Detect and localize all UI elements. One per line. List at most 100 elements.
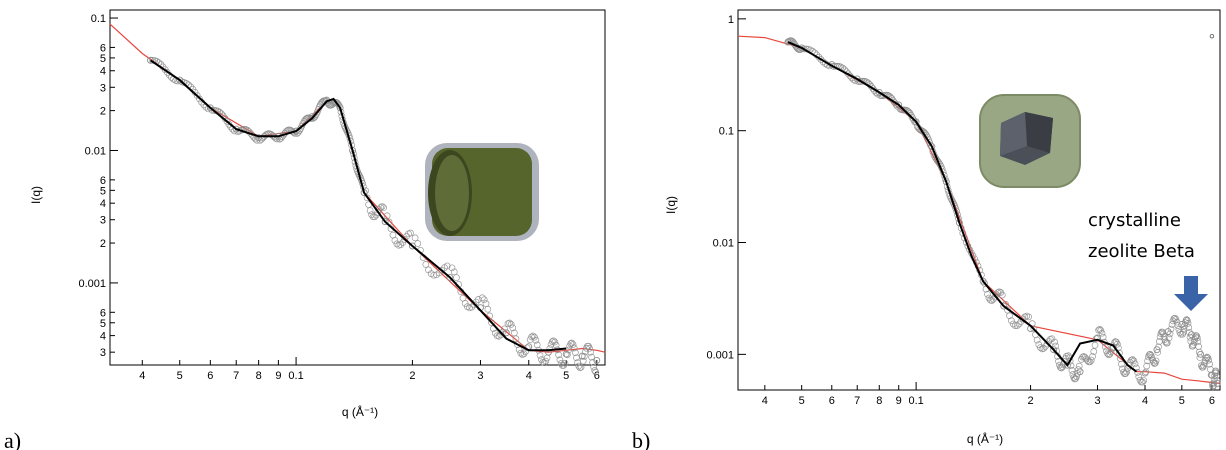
fit-curve [787, 41, 1138, 373]
data-point [1066, 357, 1074, 365]
data-point [1171, 314, 1179, 322]
data-point [422, 261, 430, 268]
data-point [546, 345, 554, 352]
data-point [1188, 331, 1195, 339]
data-point [1143, 362, 1151, 370]
x-tick-label: 5 [799, 395, 805, 407]
x-tick-label: 0.1 [908, 395, 923, 407]
cylinder-illustration [425, 143, 539, 241]
data-point [495, 332, 503, 340]
data-point [443, 262, 451, 270]
data-point [1104, 350, 1111, 358]
data-point [561, 359, 569, 367]
data-point [1196, 354, 1204, 361]
y-tick-label: 3 [100, 347, 106, 359]
data-point [1011, 322, 1019, 329]
data-point [1107, 348, 1115, 356]
y-tick-label: 5 [100, 185, 106, 197]
x-tick-label: 9 [896, 395, 902, 407]
data-point [1141, 369, 1149, 377]
data-point [1113, 340, 1121, 348]
x-tick-label: 8 [256, 370, 262, 382]
data-point [1205, 356, 1213, 364]
data-point [1098, 329, 1106, 337]
y-tick-label: 5 [100, 53, 106, 65]
data-point [572, 349, 579, 357]
data-point [1172, 316, 1180, 323]
data-point [800, 45, 808, 53]
data-point [1015, 320, 1023, 328]
data-point [1186, 328, 1193, 336]
data-point [383, 212, 391, 220]
y-tick-label: 4 [100, 66, 106, 78]
data-point [1126, 358, 1134, 366]
data-point [1086, 358, 1094, 366]
data-point [1076, 368, 1084, 376]
data-point [1070, 374, 1078, 381]
data-point [926, 139, 933, 146]
data-point [927, 142, 935, 149]
data-point [1134, 369, 1141, 376]
data-point [1213, 377, 1221, 384]
ylabel-b: I(q) [664, 196, 678, 214]
arrow-down-icon [1174, 276, 1208, 311]
data-point [1051, 338, 1058, 346]
x-tick-label: 6 [207, 370, 213, 382]
data-point [506, 319, 513, 327]
data-point [1185, 324, 1193, 331]
data-point [1074, 366, 1082, 374]
y-tick-label: 2 [100, 106, 106, 118]
data-point [1212, 369, 1220, 377]
x-tick-label: 2 [409, 370, 415, 382]
data-point [1091, 341, 1099, 349]
data-point [501, 325, 508, 333]
data-point [377, 203, 384, 211]
y-tick-label: 0.001 [78, 278, 106, 290]
data-point [1090, 348, 1098, 355]
data-point [1037, 344, 1044, 351]
data-point [1008, 317, 1015, 324]
y-tick-label: 0.01 [85, 145, 106, 157]
data-point [450, 268, 458, 276]
data-point [1167, 325, 1175, 333]
y-tick-label: 6 [100, 42, 106, 54]
x-tick-label: 6 [594, 370, 600, 382]
data-point [1058, 364, 1065, 372]
data-point [556, 356, 564, 364]
data-point [1166, 330, 1174, 338]
data-point [1213, 372, 1220, 380]
data-point [446, 273, 454, 281]
data-point [560, 362, 568, 369]
x-tick-label: 5 [1179, 395, 1185, 407]
y-tick-label: 3 [100, 215, 106, 227]
data-point [918, 127, 926, 135]
data-point [1146, 350, 1154, 358]
x-tick-label: 4 [762, 395, 768, 407]
data-point [1048, 335, 1056, 343]
x-tick-label: 5 [563, 370, 569, 382]
y-tick-label: 2 [100, 238, 106, 250]
data-point [147, 56, 154, 64]
data-point [1033, 336, 1041, 344]
data-point [480, 296, 488, 304]
data-point [411, 234, 419, 242]
data-point [193, 92, 201, 99]
data-point [1135, 373, 1143, 381]
data-point [208, 106, 216, 114]
y-tick-label: 0.1 [91, 13, 106, 25]
data-point [562, 350, 570, 358]
data-point [1040, 345, 1048, 352]
data-point [817, 56, 825, 63]
data-point [581, 348, 589, 356]
data-point [1009, 320, 1017, 328]
data-point [564, 351, 571, 359]
data-point [998, 291, 1006, 299]
data-point [407, 229, 414, 237]
panel-label-b: b) [632, 428, 650, 450]
x-tick-label: 8 [876, 395, 882, 407]
x-tick-label: 4 [1142, 395, 1148, 407]
data-point [334, 100, 342, 108]
data-point [569, 341, 577, 348]
data-point [1155, 343, 1162, 351]
data-point [378, 203, 386, 210]
